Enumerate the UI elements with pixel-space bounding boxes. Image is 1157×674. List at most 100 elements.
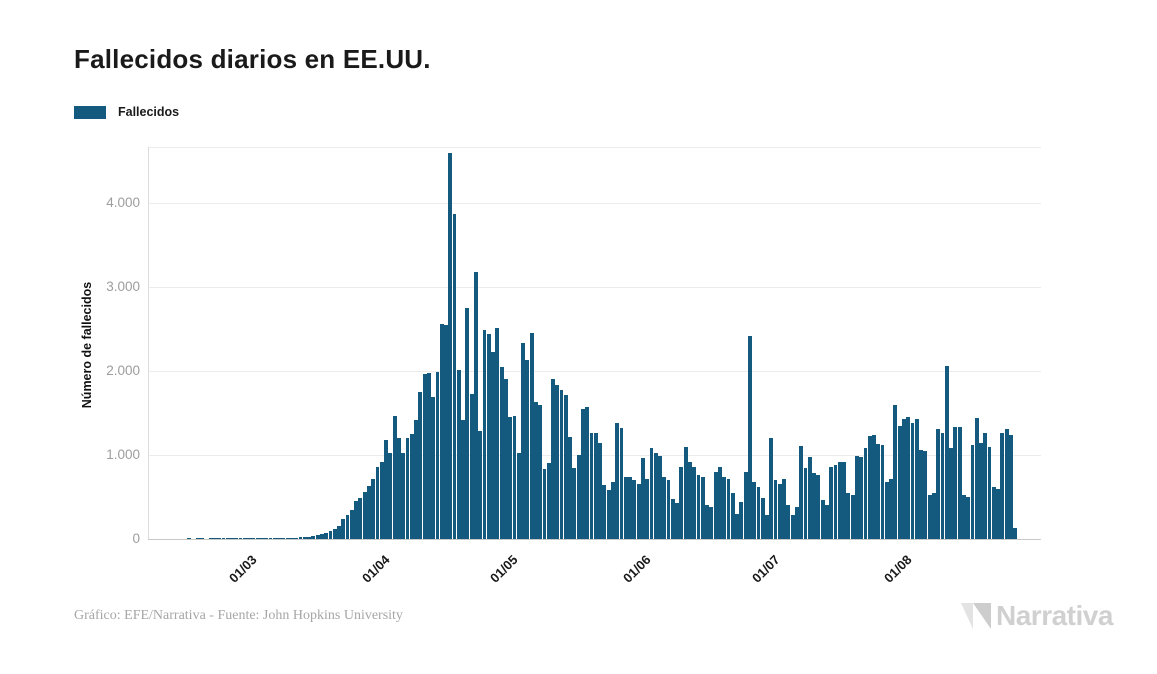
bar xyxy=(833,464,838,539)
bar xyxy=(521,342,525,539)
logo-text: Narrativa xyxy=(996,600,1113,631)
bar xyxy=(807,456,812,539)
bar xyxy=(991,486,996,539)
bar xyxy=(611,481,615,539)
bar xyxy=(461,419,466,539)
bar xyxy=(923,450,928,539)
bar xyxy=(666,480,671,539)
bar xyxy=(949,448,953,539)
bar xyxy=(444,324,448,539)
bar xyxy=(623,476,628,539)
bar xyxy=(932,492,936,539)
bar xyxy=(268,538,273,539)
bar xyxy=(872,435,876,539)
bar xyxy=(426,372,431,539)
bar xyxy=(277,538,281,539)
bar xyxy=(319,533,324,539)
gridline xyxy=(148,287,1041,289)
bar xyxy=(234,538,239,539)
bar xyxy=(683,447,688,539)
gridline xyxy=(148,539,1041,540)
bar xyxy=(1004,429,1009,539)
bar xyxy=(546,463,551,539)
bar xyxy=(884,481,889,539)
bar xyxy=(658,455,662,539)
bar xyxy=(777,483,782,539)
bar xyxy=(272,538,277,539)
bar xyxy=(902,419,906,539)
bar xyxy=(529,332,534,539)
bar xyxy=(456,370,461,539)
bar xyxy=(495,328,500,539)
bar xyxy=(880,445,885,539)
bar xyxy=(255,538,260,539)
y-tick-label: 2.000 xyxy=(106,363,140,378)
bar xyxy=(392,416,397,539)
bar xyxy=(705,504,709,539)
bar xyxy=(563,395,568,539)
bar xyxy=(598,443,602,539)
bar xyxy=(709,506,714,539)
bar xyxy=(294,537,299,539)
bar xyxy=(966,496,971,539)
bar xyxy=(290,537,294,539)
bar xyxy=(195,538,200,539)
bar xyxy=(632,480,637,539)
bar xyxy=(820,500,825,539)
bar xyxy=(302,537,307,539)
x-tick-label: 01/07 xyxy=(748,552,783,586)
bar xyxy=(379,461,384,539)
bar xyxy=(636,483,641,539)
bar xyxy=(640,458,645,539)
bar xyxy=(936,429,941,539)
bar xyxy=(739,501,744,539)
bar xyxy=(692,466,697,539)
bar xyxy=(358,497,363,539)
bar xyxy=(615,423,620,539)
bar xyxy=(897,426,902,539)
bar xyxy=(512,416,517,539)
gridline xyxy=(148,371,1041,372)
bar xyxy=(418,391,423,539)
bar xyxy=(619,428,624,539)
bar xyxy=(846,493,851,539)
bar xyxy=(371,479,376,539)
bar xyxy=(397,438,401,539)
footer-credit: Gráfico: EFE/Narrativa - Fuente: John Ho… xyxy=(74,608,403,623)
bar xyxy=(298,537,303,539)
page-title: Fallecidos diarios en EE.UU. xyxy=(74,44,431,74)
bar xyxy=(251,538,256,539)
bar xyxy=(516,452,521,539)
y-axis-line xyxy=(148,147,149,539)
bar xyxy=(987,447,992,539)
bar xyxy=(439,323,444,539)
bar xyxy=(628,476,632,539)
bar xyxy=(889,479,894,539)
bar xyxy=(983,433,988,539)
bar xyxy=(812,473,816,539)
legend-label: Fallecidos xyxy=(118,105,180,119)
bar xyxy=(221,538,226,539)
gridline xyxy=(148,203,1041,205)
bar xyxy=(649,448,654,539)
bar xyxy=(354,500,359,539)
bar xyxy=(225,538,230,539)
bar xyxy=(247,538,252,539)
bar xyxy=(957,427,962,539)
bar xyxy=(409,434,414,539)
bar xyxy=(367,485,371,539)
bar xyxy=(384,440,388,539)
bar xyxy=(345,515,350,539)
y-tick-label: 3.000 xyxy=(106,279,140,295)
bar xyxy=(474,271,478,539)
y-tick-label: 1.000 xyxy=(106,447,140,462)
bar xyxy=(324,532,329,539)
bar xyxy=(876,444,881,539)
bar xyxy=(1009,435,1013,539)
bar xyxy=(696,475,701,539)
bar xyxy=(435,371,440,539)
bar xyxy=(388,453,393,539)
gridline xyxy=(148,147,1041,148)
bar xyxy=(200,538,204,539)
bar xyxy=(944,366,949,539)
